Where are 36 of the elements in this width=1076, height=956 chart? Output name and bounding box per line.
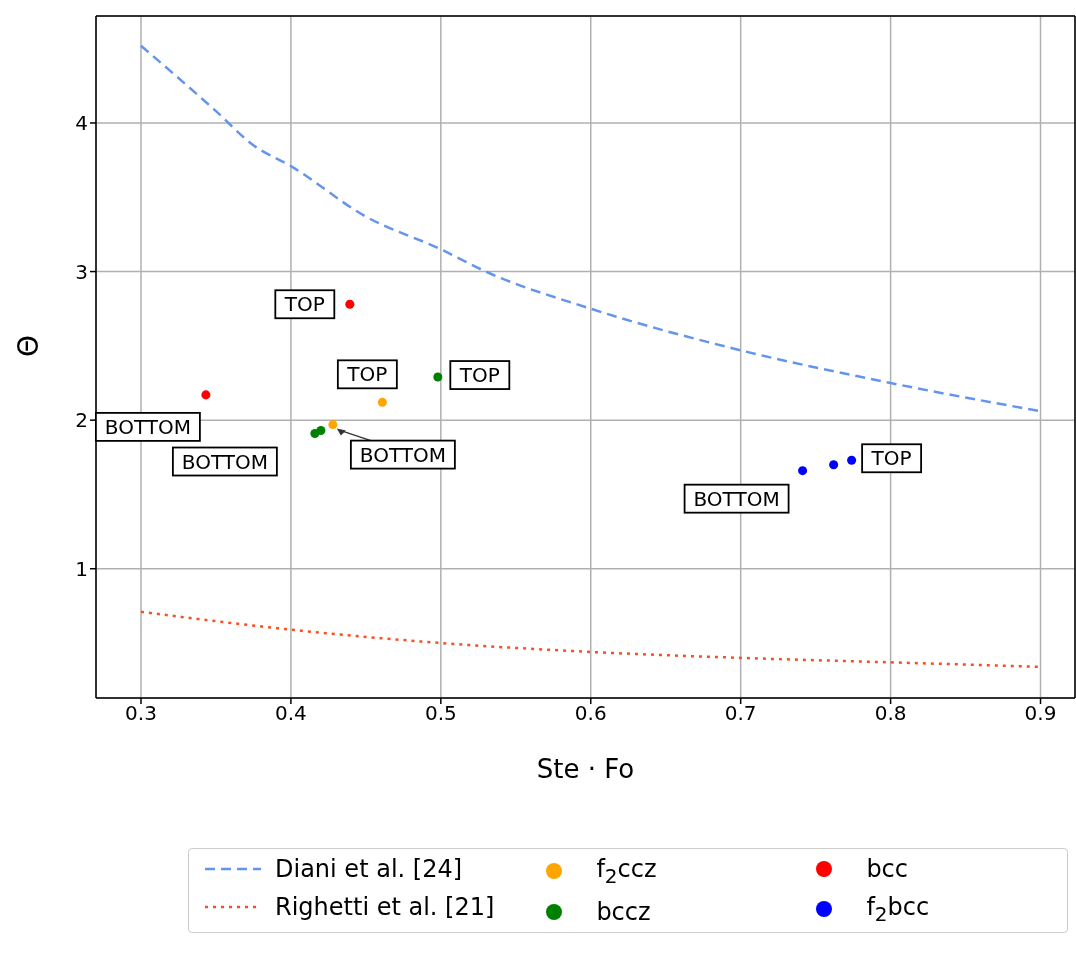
x-tick-label: 0.4 [274,701,307,726]
x-tick-label: 0.9 [1024,701,1057,726]
annotation: BOTTOM [359,442,446,467]
x-axis-title: Ste · Fo [536,754,635,784]
annotation: BOTTOM [181,449,268,474]
point [433,372,443,382]
x-tick-label: 0.7 [724,701,757,726]
annotation: TOP [458,363,500,388]
annotation: TOP [870,446,912,471]
y-tick-label: 4 [75,111,88,136]
point [377,397,387,407]
legend-label: f$_{2}$ccz [596,855,657,888]
annotation: TOP [346,362,388,387]
point [829,460,839,470]
x-tick-label: 0.5 [424,701,457,726]
y-tick-label: 1 [75,556,88,581]
legend-label: Diani et al. [24] [275,855,463,883]
annotation: BOTTOM [104,414,191,439]
x-tick-label: 0.6 [574,701,607,726]
point [201,390,211,400]
point [328,420,338,430]
legend-label: Righetti et al. [21] [275,893,495,921]
point [798,466,808,476]
y-axis-title: Θ [11,334,45,357]
point [847,455,857,465]
annotation: TOP [283,292,325,317]
y-tick-label: 2 [75,408,88,433]
point [316,426,326,436]
x-tick-label: 0.3 [125,701,157,726]
legend-label: bcc [866,855,908,883]
annotation: BOTTOM [693,486,780,511]
x-tick-label: 0.8 [874,701,907,726]
legend-label: f$_{2}$bcc [866,893,930,926]
point [345,299,355,309]
y-tick-label: 3 [75,259,88,284]
legend-label: bccz [596,897,651,926]
